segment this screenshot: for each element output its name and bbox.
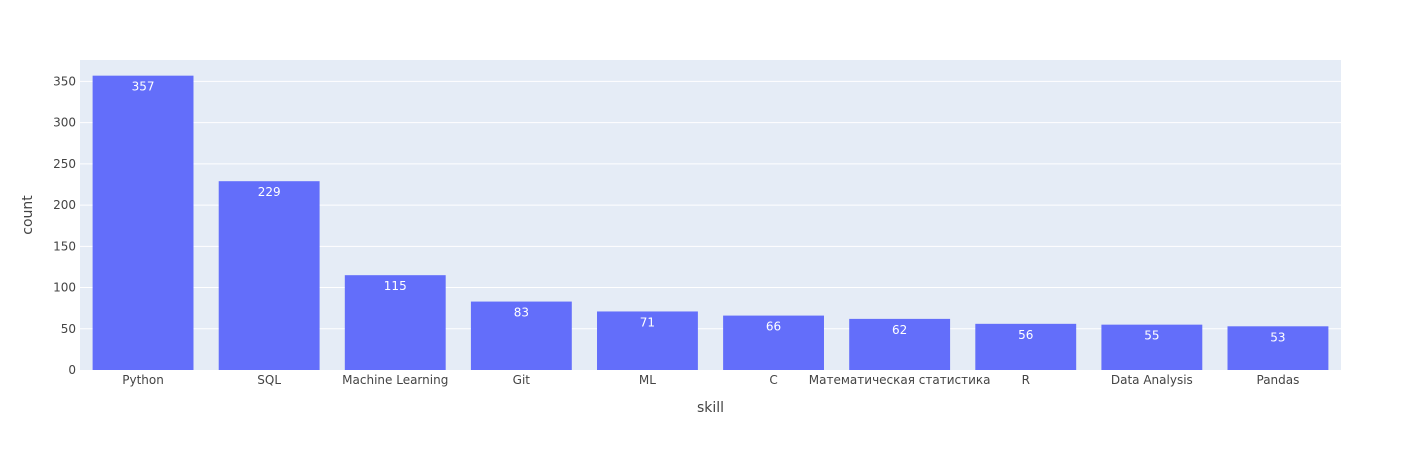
x-tick-label: Математическая статистика [809,373,991,387]
x-tick-label: Git [513,373,531,387]
bar [1101,324,1203,370]
x-tick-label: R [1022,373,1030,387]
bars [92,75,1329,371]
y-axis-title: count [20,195,36,235]
bar-value-label: 55 [1144,329,1159,343]
x-tick-label: Python [122,373,164,387]
bar [218,181,320,370]
y-tick-label: 0 [68,363,76,377]
bar-value-label: 66 [766,320,781,334]
bar [597,311,698,370]
y-tick-label: 150 [53,239,76,253]
y-tick-label: 200 [53,198,76,212]
bar [849,318,951,370]
x-axis-ticks: Python SQL Machine Learning Git ML C Математич… [122,373,1299,387]
bar [1227,326,1329,370]
bar-value-label: 229 [258,185,281,199]
bar-value-label: 115 [384,279,407,293]
bar [723,315,824,370]
bar-data-labels: 357 229 115 83 71 66 62 56 55 53 [132,80,1286,345]
x-axis-title: skill [697,400,724,416]
y-tick-label: 250 [53,157,76,171]
bar-value-label: 62 [892,323,907,337]
bar [92,75,194,371]
y-tick-label: 300 [53,116,76,130]
y-tick-label: 50 [61,322,76,336]
x-tick-label: Pandas [1257,373,1300,387]
x-tick-label: C [769,373,777,387]
x-tick-label: SQL [257,373,281,387]
y-tick-label: 100 [53,281,76,295]
y-tick-label: 350 [53,74,76,88]
x-tick-label: ML [639,373,656,387]
bar-value-label: 56 [1018,328,1033,342]
x-tick-label: Machine Learning [342,373,448,387]
bar-value-label: 357 [132,80,155,94]
bar [344,275,446,370]
x-tick-label: Data Analysis [1111,373,1193,387]
bar [975,323,1077,370]
bar-value-label: 83 [514,306,529,320]
bar-value-label: 71 [640,315,655,329]
bar-value-label: 53 [1270,330,1285,344]
bar [470,301,572,370]
y-axis-ticks: 0 50 100 150 200 250 300 350 [53,74,76,377]
